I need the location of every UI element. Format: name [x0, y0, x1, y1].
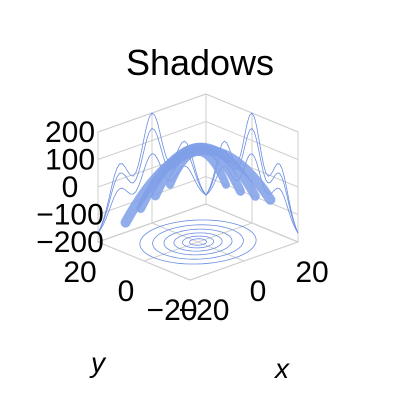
x-tick-label: −20 — [179, 294, 230, 327]
floor-contour — [182, 235, 214, 249]
left-wall-contour — [97, 153, 207, 234]
surface-band — [151, 142, 245, 201]
right-wall-contour — [205, 112, 299, 234]
x-tick-label: 20 — [295, 256, 328, 289]
x-axis-label: x — [273, 353, 290, 384]
y-tick-label: −20 — [147, 294, 198, 327]
x-tick-label: 0 — [250, 275, 267, 308]
floor-contour — [152, 224, 244, 260]
z-gridline — [97, 120, 299, 160]
floor-contour — [163, 228, 233, 256]
y-axis-label: y — [89, 347, 107, 378]
z-tick-label: 200 — [45, 116, 95, 149]
z-tick-label: 0 — [62, 171, 79, 204]
chart-title: Shadows — [126, 42, 274, 83]
y-gridline — [143, 222, 253, 262]
floor-contour — [139, 219, 257, 265]
surface-band — [166, 147, 230, 189]
z-tick-label: −100 — [36, 199, 104, 232]
surface — [120, 142, 276, 228]
y-tick-label: 20 — [63, 256, 96, 289]
z-gridline — [97, 93, 299, 133]
z-gridline — [97, 203, 299, 243]
floor-contour — [189, 238, 207, 246]
y-tick-label: 0 — [118, 275, 135, 308]
floor-contour — [173, 232, 223, 252]
axes-panes — [96, 93, 300, 281]
z-tick-label: −200 — [36, 226, 104, 259]
y-gridline — [189, 241, 299, 281]
z-tick-label: 100 — [45, 144, 95, 177]
